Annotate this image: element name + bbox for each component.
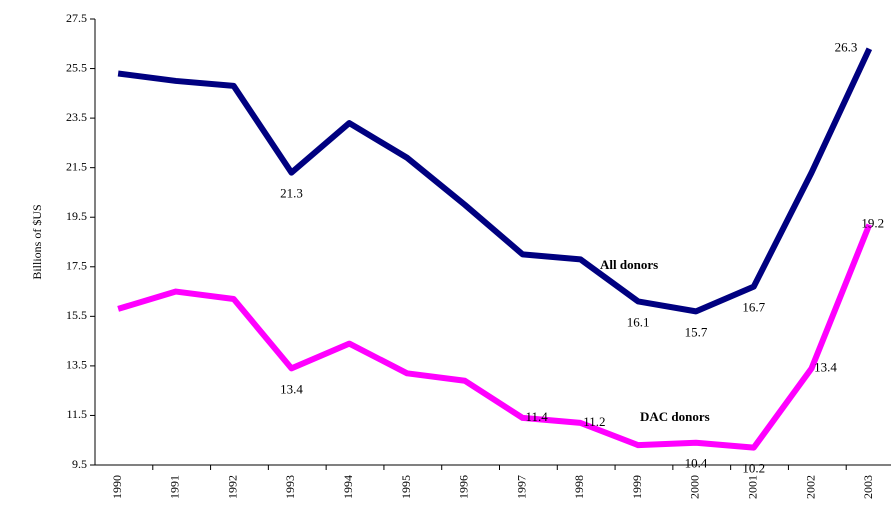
data-label: 10.4 [685,456,708,471]
data-label: 19.2 [861,216,884,231]
data-label: 10.2 [742,461,765,476]
series-line [117,47,873,315]
y-tick-label: 17.5 [66,259,87,273]
x-tick-label: 2000 [688,475,702,499]
y-tick-label: 13.5 [66,358,87,372]
series-name: DAC donors [640,409,710,424]
data-label: 11.2 [583,414,605,429]
data-label: 21.3 [280,186,303,201]
data-label: 16.7 [742,300,765,315]
x-tick-label: 2003 [861,475,875,499]
y-tick-label: 9.5 [72,457,87,471]
x-tick-label: 1992 [225,475,239,499]
y-tick-label: 25.5 [66,60,87,74]
x-tick-label: 1991 [168,475,182,499]
data-label: 15.7 [685,324,708,339]
series-line [117,223,873,451]
y-tick-label: 21.5 [66,159,87,173]
data-label: 11.4 [525,409,548,424]
series-name: All donors [600,257,658,272]
data-label: 16.1 [627,314,650,329]
y-tick-label: 11.5 [66,407,87,421]
x-tick-label: 1995 [399,475,413,499]
y-tick-label: 27.5 [66,11,87,25]
data-label: 13.4 [814,359,837,374]
x-tick-label: 2001 [746,475,760,499]
y-tick-label: 19.5 [66,209,87,223]
y-tick-label: 15.5 [66,308,87,322]
data-label: 13.4 [280,381,303,396]
y-axis-label: Billions of $US [30,204,44,279]
x-tick-label: 1993 [283,475,297,499]
data-label: 26.3 [835,40,858,55]
y-tick-label: 23.5 [66,110,87,124]
x-tick-label: 1990 [110,475,124,499]
x-tick-label: 2002 [803,475,817,499]
x-tick-label: 1994 [341,475,355,499]
x-tick-label: 1997 [514,475,528,499]
x-tick-label: 1999 [630,475,644,499]
x-tick-label: 1998 [572,475,586,499]
x-tick-label: 1996 [457,475,471,499]
